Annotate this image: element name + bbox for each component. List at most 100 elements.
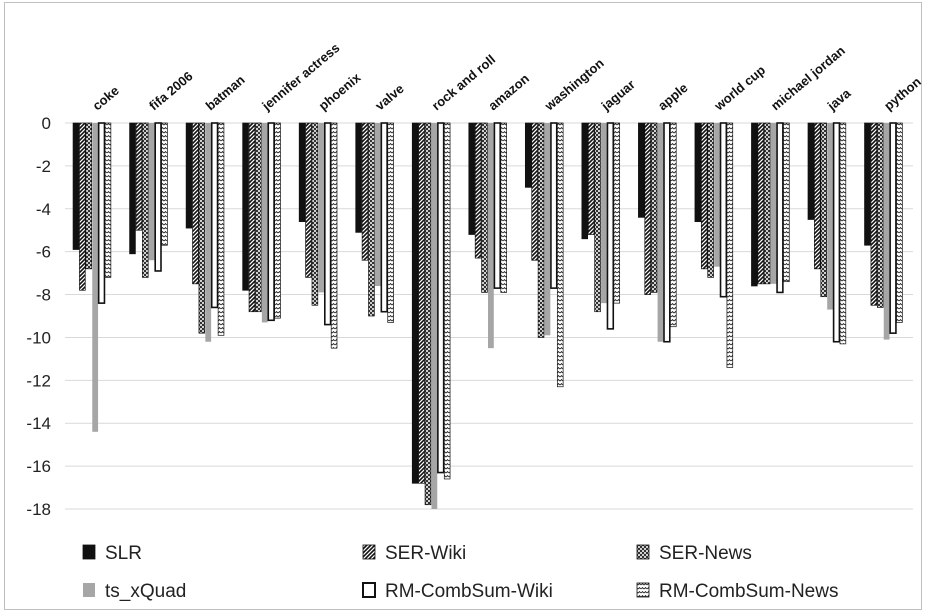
bar-slr-rock-and-roll — [411, 122, 419, 484]
bar-slr-python — [864, 122, 871, 246]
legend-swatch-rm-combsum-wiki — [362, 582, 376, 598]
bar-chart: 0 -2 -4 -6 -8 -10 -12 -14 -16 -18 coke fifa 2006 ba… — [26, 40, 923, 602]
bar-ser-wiki-phoenix — [305, 122, 312, 278]
legend-swatch-ts-xquad — [83, 583, 95, 597]
bar-ser-news-rock-and-roll — [424, 122, 432, 506]
legend-label-rm-combsum-news: RM-CombSum-News — [659, 581, 838, 602]
bar-ts-xquad-jaguar — [601, 123, 607, 304]
bar-rm-combsum-news-jaguar — [613, 122, 621, 304]
y-tick-label: -18 — [26, 500, 51, 519]
bar-slr-jennifer-actress — [242, 122, 249, 291]
bar-ser-wiki-amazon — [474, 122, 482, 259]
y-tick-label: -14 — [26, 414, 51, 433]
bar-slr-jaguar — [581, 122, 589, 240]
bar-rm-combsum-wiki-fifa-2006 — [154, 122, 162, 272]
y-tick-label: -12 — [26, 371, 51, 390]
bar-ser-wiki-batman — [192, 122, 199, 285]
category-labels: coke fifa 2006 batman jennifer actressphoen… — [90, 40, 923, 114]
bar-rm-combsum-news-apple — [670, 122, 677, 328]
legend-label-rm-combsum-wiki: RM-CombSum-Wiki — [385, 581, 553, 602]
legend-swatch-ser-wiki — [362, 544, 376, 560]
bars — [72, 122, 903, 509]
bar-rm-combsum-wiki-phoenix — [323, 122, 332, 326]
bar-ts-xquad-fifa-2006 — [148, 123, 155, 261]
bar-ser-news-apple — [650, 122, 658, 293]
bar-ser-wiki-washington — [531, 122, 538, 261]
bar-ser-news-coke — [85, 122, 93, 270]
bar-ts-xquad-coke — [92, 123, 99, 432]
bar-ser-wiki-rock-and-roll — [418, 122, 425, 484]
bar-slr-valve — [355, 122, 362, 233]
bar-ser-news-washington — [537, 122, 545, 338]
bar-slr-washington — [524, 122, 532, 188]
bar-rm-combsum-news-michael-jordan — [783, 122, 790, 283]
bar-slr-coke — [72, 122, 80, 250]
bar-slr-batman — [185, 122, 193, 229]
bar-rm-combsum-wiki-amazon — [493, 122, 501, 289]
bar-rm-combsum-news-jennifer-actress — [274, 122, 281, 319]
category-label: amazon — [485, 71, 532, 114]
legend-swatch-rm-combsum-news — [636, 582, 650, 598]
bar-slr-fifa-2006 — [129, 122, 136, 255]
bar-ser-news-jennifer-actress — [255, 122, 262, 313]
bar-ser-news-phoenix — [311, 122, 319, 306]
category-label: java — [824, 85, 854, 114]
bar-ser-wiki-apple — [644, 122, 651, 295]
category-label: coke — [90, 83, 122, 114]
category-label: fifa 2006 — [146, 68, 196, 113]
bar-rm-combsum-news-coke — [104, 122, 112, 278]
category-label: washington — [541, 55, 607, 114]
y-tick-label: -10 — [26, 328, 51, 347]
bar-rm-combsum-wiki-michael-jordan — [776, 122, 784, 294]
bar-ts-xquad-amazon — [488, 123, 494, 349]
bar-ser-news-amazon — [481, 122, 488, 293]
bar-ser-news-fifa-2006 — [142, 122, 149, 278]
y-tick-label: -2 — [36, 157, 51, 176]
bar-rm-combsum-news-world-cup — [726, 122, 734, 368]
y-axis: 0 -2 -4 -6 -8 -10 -12 -14 -16 -18 — [26, 114, 51, 519]
bar-ser-wiki-jennifer-actress — [248, 122, 256, 313]
bar-ser-wiki-python — [870, 122, 878, 306]
bar-slr-amazon — [468, 122, 475, 235]
bar-slr-michael-jordan — [751, 122, 758, 287]
y-tick-label: -6 — [36, 243, 51, 262]
bar-slr-java — [807, 122, 815, 220]
bar-ser-news-batman — [198, 122, 206, 334]
bar-ser-wiki-valve — [361, 122, 369, 261]
bar-ser-wiki-world-cup — [700, 122, 708, 270]
bar-rm-combsum-wiki-valve — [380, 122, 388, 313]
bar-ts-xquad-phoenix — [318, 123, 325, 293]
bar-rm-combsum-news-washington — [556, 122, 564, 388]
bar-rm-combsum-news-rock-and-roll — [443, 122, 451, 480]
legend-label-ser-wiki: SER-Wiki — [385, 543, 466, 564]
bar-ts-xquad-washington — [544, 123, 551, 336]
bar-rm-combsum-wiki-jaguar — [606, 122, 615, 330]
bar-ts-xquad-rock-and-roll — [431, 123, 438, 509]
legend-label-ser-news: SER-News — [659, 543, 752, 564]
bar-rm-combsum-news-valve — [387, 122, 394, 323]
bar-rm-combsum-wiki-jennifer-actress — [267, 122, 275, 322]
category-label: world cup — [711, 62, 768, 114]
bar-rm-combsum-news-python — [896, 122, 903, 323]
category-label: apple — [655, 80, 691, 113]
category-label: phoenix — [316, 69, 364, 113]
bar-rm-combsum-news-amazon — [500, 122, 507, 293]
bar-ser-news-python — [876, 122, 884, 308]
bar-ser-news-world-cup — [707, 122, 714, 278]
legend-swatch-slr — [82, 544, 96, 560]
bar-rm-combsum-wiki-world-cup — [719, 122, 728, 298]
bar-ts-xquad-batman — [205, 123, 212, 342]
bar-ser-wiki-coke — [79, 122, 86, 291]
bar-rm-combsum-wiki-apple — [663, 122, 671, 343]
bar-rm-combsum-wiki-python — [889, 122, 897, 334]
bar-ser-wiki-jaguar — [587, 122, 595, 235]
legend: SLR SER-Wiki SER-News ts_xQuad RM-CombSum-Wi… — [82, 543, 838, 602]
bar-ts-xquad-michael-jordan — [770, 123, 777, 284]
y-tick-label: -4 — [36, 200, 51, 219]
chart-frame: 0 -2 -4 -6 -8 -10 -12 -14 -16 -18 coke fifa 2006 ba… — [4, 2, 923, 610]
bar-rm-combsum-wiki-washington — [550, 122, 558, 289]
category-label: batman — [203, 72, 248, 113]
category-label: python — [881, 74, 923, 113]
legend-label-slr: SLR — [105, 543, 142, 564]
category-label: jaguar — [598, 77, 638, 114]
